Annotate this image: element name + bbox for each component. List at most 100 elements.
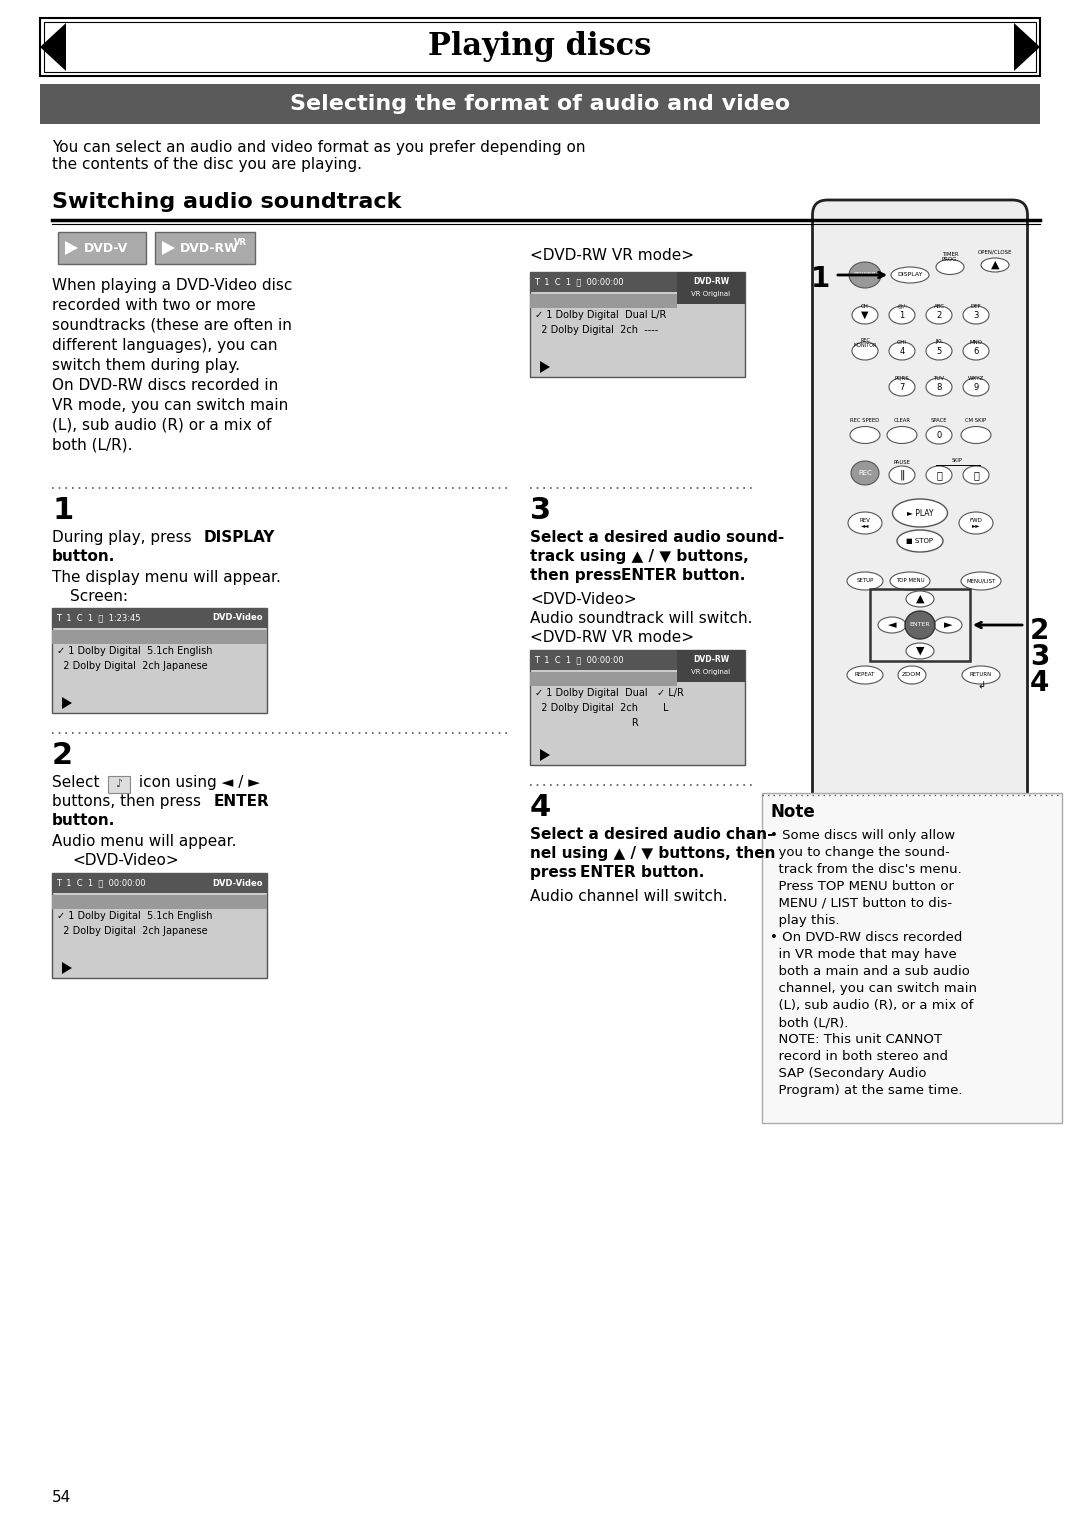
- Text: REC: REC: [859, 470, 872, 476]
- Ellipse shape: [963, 307, 989, 324]
- Polygon shape: [40, 23, 66, 72]
- Ellipse shape: [926, 307, 951, 324]
- Text: PQRS: PQRS: [894, 375, 909, 380]
- Ellipse shape: [963, 342, 989, 360]
- Text: R: R: [535, 719, 638, 728]
- Text: ► PLAY: ► PLAY: [907, 508, 933, 517]
- Text: DVD-RW: DVD-RW: [693, 655, 729, 664]
- Text: track using ▲ / ▼ buttons,: track using ▲ / ▼ buttons,: [530, 549, 748, 565]
- Text: ZOOM: ZOOM: [902, 673, 922, 678]
- Text: both (L/R).: both (L/R).: [770, 1016, 849, 1029]
- Text: 1: 1: [52, 496, 73, 525]
- Ellipse shape: [906, 591, 934, 607]
- Text: DEF: DEF: [971, 304, 982, 308]
- Bar: [530, 272, 745, 377]
- Text: Screen:: Screen:: [70, 589, 129, 604]
- Text: 2: 2: [52, 742, 73, 771]
- Text: in VR mode that may have: in VR mode that may have: [770, 948, 957, 961]
- Text: 4: 4: [1030, 668, 1050, 697]
- Text: (L), sub audio (R), or a mix of: (L), sub audio (R), or a mix of: [770, 1000, 973, 1012]
- Polygon shape: [62, 961, 72, 974]
- Text: 5: 5: [936, 346, 942, 356]
- Text: nel using ▲ / ▼ buttons, then: nel using ▲ / ▼ buttons, then: [530, 845, 775, 861]
- Ellipse shape: [963, 465, 989, 484]
- Ellipse shape: [961, 572, 1001, 591]
- Polygon shape: [540, 362, 550, 372]
- Text: track from the disc's menu.: track from the disc's menu.: [770, 864, 962, 876]
- Text: 2: 2: [1030, 617, 1050, 645]
- Text: VR mode, you can switch main: VR mode, you can switch main: [52, 398, 288, 414]
- Ellipse shape: [889, 378, 915, 397]
- Text: POWER: POWER: [853, 273, 877, 278]
- Text: MENU/LIST: MENU/LIST: [967, 578, 996, 583]
- Text: ✓ 1 Dolby Digital  5.1ch English: ✓ 1 Dolby Digital 5.1ch English: [57, 645, 213, 656]
- Text: Note: Note: [770, 803, 814, 821]
- Text: ▲: ▲: [916, 594, 924, 604]
- Text: Press TOP MENU button or: Press TOP MENU button or: [770, 881, 954, 893]
- Bar: [52, 873, 267, 893]
- Ellipse shape: [849, 262, 881, 288]
- Text: soundtracks (these are often in: soundtracks (these are often in: [52, 317, 292, 333]
- Ellipse shape: [847, 572, 883, 591]
- Text: VR: VR: [234, 238, 247, 247]
- Text: 1: 1: [811, 266, 831, 293]
- Text: then press: then press: [530, 568, 626, 583]
- Text: ▼: ▼: [916, 645, 924, 656]
- Text: JKL: JKL: [935, 339, 943, 345]
- Ellipse shape: [852, 342, 878, 360]
- Ellipse shape: [905, 610, 935, 639]
- Text: buttons, then press: buttons, then press: [52, 794, 206, 809]
- Text: SETUP: SETUP: [856, 578, 874, 583]
- Text: ENTER: ENTER: [909, 623, 930, 627]
- Text: DVD-RW: DVD-RW: [693, 276, 729, 285]
- Bar: [530, 671, 677, 687]
- Text: ♪: ♪: [116, 778, 122, 789]
- Bar: [530, 650, 745, 765]
- Text: Select: Select: [52, 775, 105, 790]
- Ellipse shape: [926, 426, 951, 444]
- Text: <DVD-Video>: <DVD-Video>: [530, 592, 636, 607]
- Text: ABC: ABC: [933, 304, 945, 308]
- Text: ▲: ▲: [990, 259, 999, 270]
- Text: MENU / LIST button to dis-: MENU / LIST button to dis-: [770, 897, 953, 909]
- Text: switch them during play.: switch them during play.: [52, 359, 240, 372]
- Text: ✓ 1 Dolby Digital  Dual L/R: ✓ 1 Dolby Digital Dual L/R: [535, 310, 666, 320]
- Text: T  1  C  1  ⏱  00:00:00: T 1 C 1 ⏱ 00:00:00: [534, 278, 623, 287]
- Text: (L), sub audio (R) or a mix of: (L), sub audio (R) or a mix of: [52, 418, 271, 433]
- Ellipse shape: [959, 513, 993, 534]
- Text: 0: 0: [936, 430, 942, 439]
- Text: OPEN/CLOSE: OPEN/CLOSE: [977, 250, 1012, 255]
- Text: TIMER
PROG.: TIMER PROG.: [942, 252, 959, 262]
- Text: 9: 9: [973, 383, 978, 392]
- Text: Switching audio soundtrack: Switching audio soundtrack: [52, 192, 402, 212]
- Text: Audio menu will appear.: Audio menu will appear.: [52, 835, 237, 848]
- Text: 1: 1: [900, 310, 905, 319]
- Bar: [530, 272, 745, 291]
- Text: 3: 3: [530, 496, 551, 525]
- Text: DVD-Video: DVD-Video: [213, 613, 264, 623]
- Text: DISPLAY: DISPLAY: [204, 530, 275, 545]
- Text: DVD-RW: DVD-RW: [179, 243, 239, 255]
- Ellipse shape: [848, 513, 882, 534]
- Bar: [58, 232, 146, 264]
- Text: 7: 7: [900, 383, 905, 392]
- Text: DVD-V: DVD-V: [84, 243, 129, 255]
- Text: you to change the sound-: you to change the sound-: [770, 845, 950, 859]
- Text: REC
MONITOR: REC MONITOR: [853, 337, 877, 348]
- Text: VR Original: VR Original: [691, 291, 730, 298]
- Text: WXYZ: WXYZ: [968, 375, 984, 380]
- Text: REV
◄◄: REV ◄◄: [860, 517, 870, 528]
- Text: <DVD-Video>: <DVD-Video>: [72, 853, 178, 868]
- Polygon shape: [540, 749, 550, 761]
- Text: • Some discs will only allow: • Some discs will only allow: [770, 829, 955, 842]
- Text: SAP (Secondary Audio: SAP (Secondary Audio: [770, 1067, 927, 1080]
- Text: 6: 6: [973, 346, 978, 356]
- Text: SKIP: SKIP: [953, 458, 963, 464]
- Text: T  1  C  1  ⏱  1:23:45: T 1 C 1 ⏱ 1:23:45: [56, 613, 140, 623]
- Text: record in both stereo and: record in both stereo and: [770, 1050, 948, 1064]
- Text: 2 Dolby Digital  2ch  ----: 2 Dolby Digital 2ch ----: [535, 325, 658, 336]
- Ellipse shape: [890, 572, 930, 591]
- Text: ✓ 1 Dolby Digital  Dual   ✓ L/R: ✓ 1 Dolby Digital Dual ✓ L/R: [535, 688, 684, 697]
- Text: NOTE: This unit CANNOT: NOTE: This unit CANNOT: [770, 1033, 942, 1045]
- Ellipse shape: [889, 307, 915, 324]
